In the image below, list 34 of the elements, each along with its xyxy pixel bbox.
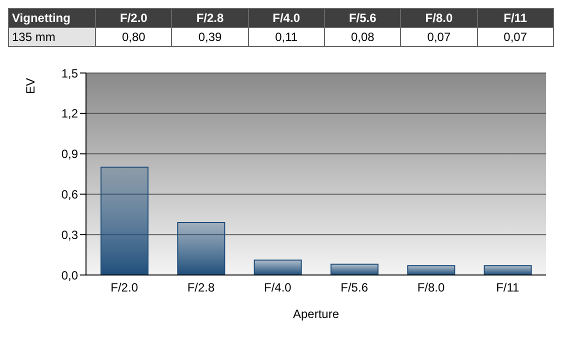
y-tick-label: 1,2 xyxy=(61,106,78,121)
category-label: F/4.0 xyxy=(272,11,300,25)
bar xyxy=(330,264,378,275)
y-tick-label: 0,9 xyxy=(61,147,78,162)
category-label: F/2.8 xyxy=(196,11,224,25)
chart-title: Vignetting xyxy=(8,8,96,28)
category-label: F/8.0 xyxy=(425,11,453,25)
data-label: 0,39 xyxy=(172,28,248,46)
x-tick-label: F/2.8 xyxy=(187,280,215,295)
x-tick-label: F/8.0 xyxy=(417,280,445,295)
y-tick-label: 1,5 xyxy=(61,66,78,80)
x-tick-label: F/11 xyxy=(496,280,520,295)
bar xyxy=(100,166,148,275)
data-label: 0,80 xyxy=(96,28,172,46)
x-tick-label: F/5.6 xyxy=(340,280,368,295)
data-label: 0,11 xyxy=(248,28,324,46)
category-label: F/5.6 xyxy=(348,11,376,25)
y-tick-label: 0,0 xyxy=(61,268,78,282)
category-label: F/11 xyxy=(504,11,527,25)
category-label: F/2.0 xyxy=(120,11,148,25)
bar xyxy=(407,265,456,275)
y-tick-label: 0,6 xyxy=(61,187,78,202)
y-axis-title: EV xyxy=(23,78,38,94)
text: 135 mm xyxy=(8,28,96,46)
bar xyxy=(484,265,532,275)
bar xyxy=(254,260,302,275)
data-label: 0,07 xyxy=(477,28,554,46)
x-axis-title: Aperture xyxy=(292,307,340,321)
x-tick-label: F/2.0 xyxy=(110,280,138,295)
data-label: 0,07 xyxy=(400,28,478,46)
data-label: 0,08 xyxy=(324,28,401,46)
y-tick-label: 0,3 xyxy=(61,228,78,242)
x-tick-label: F/4.0 xyxy=(264,280,292,295)
bar xyxy=(177,222,226,275)
